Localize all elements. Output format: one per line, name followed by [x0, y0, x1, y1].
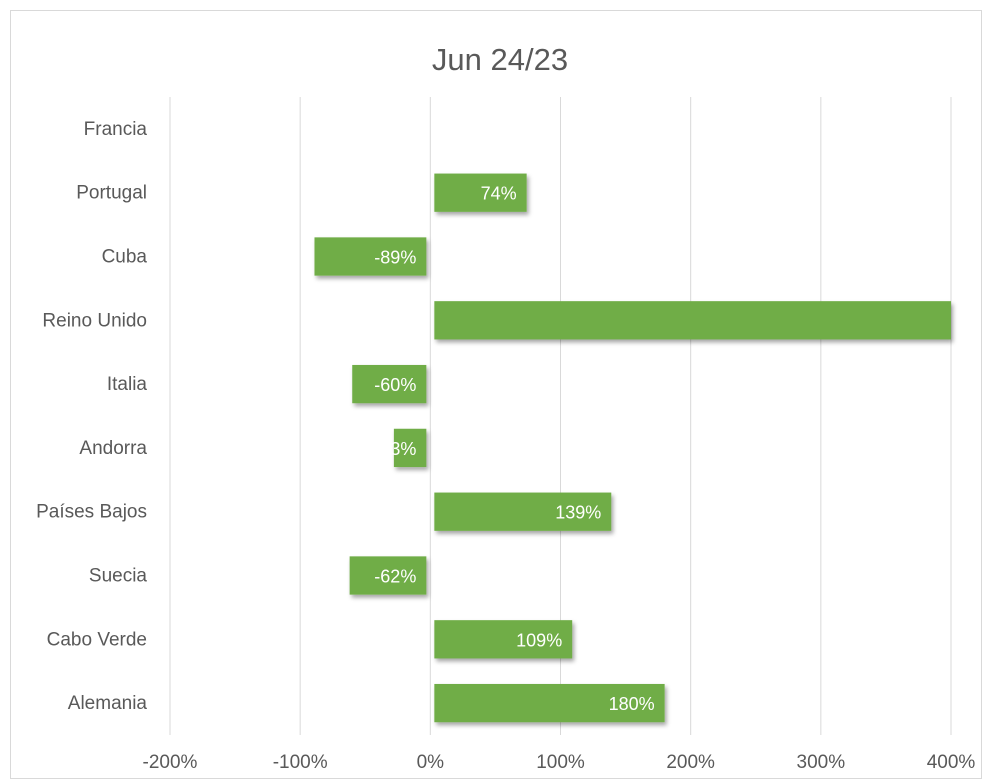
category-label: Reino Unido [42, 310, 147, 331]
x-tick-label: 0% [417, 752, 445, 773]
category-label: Cuba [102, 247, 148, 268]
x-tick-label: 200% [666, 752, 715, 773]
data-label: -62% [374, 567, 416, 587]
bar [434, 620, 573, 659]
bar [393, 428, 427, 468]
category-label: Portugal [76, 183, 147, 204]
x-tick-label: -100% [273, 752, 328, 773]
category-label: Francia [84, 119, 148, 140]
bars [314, 173, 951, 723]
category-label: Suecia [89, 566, 148, 587]
bar [434, 492, 612, 531]
data-label: 180% [609, 694, 655, 714]
category-label: Andorra [79, 438, 147, 459]
data-label: -60% [374, 375, 416, 395]
category-labels: Francia Portugal Cuba Reino Unido Italia Ando… [36, 119, 147, 714]
category-label: Italia [107, 374, 148, 395]
category-label: Alemania [68, 693, 148, 714]
bar [349, 556, 427, 595]
category-label: Cabo Verde [47, 629, 147, 650]
data-label: 109% [516, 630, 562, 650]
x-tick-label: 100% [536, 752, 585, 773]
x-axis-tick-labels: -200% -100% 0% 100% 200% 300% 400% [143, 752, 976, 773]
chart-title: Jun 24/23 [432, 42, 568, 77]
x-tick-label: -200% [143, 752, 198, 773]
bar [434, 173, 527, 212]
data-labels: 74% -89% -60% 3% 139% -62% 109% 180% [374, 184, 654, 714]
bar [352, 364, 427, 404]
bar [434, 301, 951, 340]
x-tick-label: 400% [927, 752, 976, 773]
data-label: 74% [481, 184, 517, 204]
data-label: 139% [555, 503, 601, 523]
bar [314, 237, 427, 276]
category-label: Países Bajos [36, 502, 147, 523]
data-label: 3% [390, 439, 416, 459]
data-label: -89% [374, 248, 416, 268]
bar [434, 683, 665, 723]
gridlines [169, 97, 952, 735]
x-tick-label: 300% [797, 752, 846, 773]
